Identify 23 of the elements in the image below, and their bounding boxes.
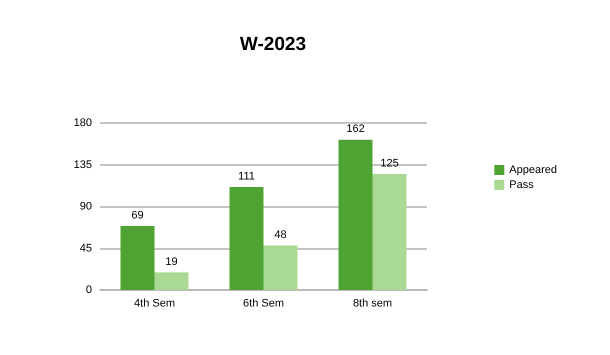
- data-label: 69: [131, 209, 144, 222]
- x-tick-label: 6th Sem: [243, 298, 284, 310]
- legend-label: Pass: [509, 179, 534, 191]
- data-label: 162: [346, 123, 365, 136]
- bar: [372, 174, 406, 290]
- y-tick-label: 180: [74, 117, 92, 129]
- y-tick-label: 90: [80, 200, 92, 212]
- y-tick-label: 135: [74, 158, 92, 171]
- bar: [154, 272, 188, 290]
- x-tick-label: 4th Sem: [134, 298, 175, 310]
- y-tick-label: 0: [86, 284, 92, 296]
- data-label: 48: [274, 228, 287, 241]
- data-label: 111: [238, 170, 255, 183]
- data-label: 125: [380, 158, 399, 170]
- x-tick-label: 8th sem: [352, 298, 392, 310]
- data-label: 19: [165, 256, 178, 268]
- y-tick-label: 45: [80, 242, 92, 254]
- chart-title: W-2023: [240, 34, 306, 55]
- legend-label: Appeared: [509, 164, 558, 176]
- bar: [264, 245, 298, 290]
- bar: [120, 226, 154, 290]
- bar: [230, 187, 264, 290]
- bar: [338, 140, 372, 290]
